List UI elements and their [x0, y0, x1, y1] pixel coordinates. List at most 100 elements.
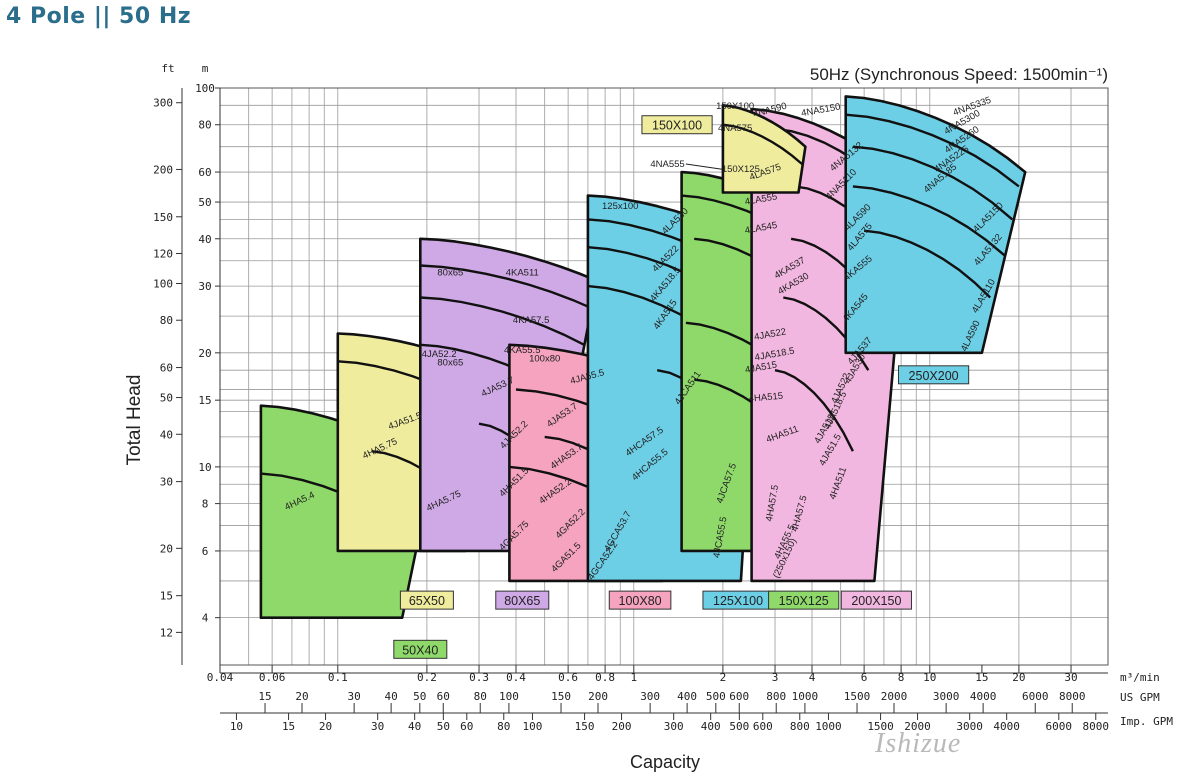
model-curve [774, 369, 854, 452]
size-box-label: 200X150 [851, 594, 901, 608]
imp-gpm-tick-label: 10 [230, 720, 243, 733]
us-gpm-tick-label: 6000 [1022, 690, 1049, 703]
y-tick-label-m: 100 [195, 82, 215, 95]
y-tick-label-ft: 100 [153, 278, 173, 291]
model-label: 150X125 [722, 164, 760, 175]
model-label: 125x100 [602, 201, 638, 212]
size-box-250X200 [897, 365, 970, 385]
size-box-200X150 [840, 590, 912, 610]
page-title: 4 Pole || 50 Hz [6, 4, 192, 29]
y-tick-label-m: 80 [198, 119, 211, 132]
x-tick-label: 0.1 [328, 671, 348, 684]
size-box-150X100 [641, 115, 713, 135]
imp-gpm-tick-label: 50 [437, 720, 450, 733]
us-gpm-tick-label: 600 [729, 690, 749, 703]
imp-gpm-tick-label: 8000 [1083, 720, 1110, 733]
model-curve [420, 296, 585, 346]
size-box-label: 125X100 [713, 594, 763, 608]
us-gpm-tick-label: 80 [474, 690, 487, 703]
us-gpm-tick-label: 20 [295, 690, 308, 703]
imp-gpm-tick-label: 600 [753, 720, 773, 733]
size-box-label: 65X50 [409, 594, 445, 608]
x-tick-label: 3 [772, 671, 779, 684]
us-gpm-tick-label: 400 [677, 690, 697, 703]
us-gpm-tick-label: 3000 [933, 690, 960, 703]
model-label: 4KA511 [506, 267, 539, 278]
watermark: Ishizue [875, 728, 962, 759]
y-tick-label-ft: 20 [160, 542, 173, 555]
m-unit-label: m [202, 62, 209, 75]
model-label: 4KA55.5 [504, 345, 540, 356]
size-box-label: 80X65 [504, 594, 540, 608]
us-gpm-tick-label: 800 [766, 690, 786, 703]
us-gpm-tick-label: 1000 [792, 690, 819, 703]
y-tick-label-ft: 120 [153, 247, 173, 260]
x-tick-label: 30 [1064, 671, 1077, 684]
imp-gpm-tick-label: 200 [612, 720, 632, 733]
y-axis-label: Total Head [124, 375, 145, 466]
x-tick-label: 20 [1012, 671, 1025, 684]
imp-gpm-tick-label: 500 [729, 720, 749, 733]
y-tick-label-ft: 300 [153, 97, 173, 110]
y-tick-label-ft: 150 [153, 211, 173, 224]
us-gpm-tick-label: 15 [258, 690, 271, 703]
us-gpm-tick-label: 4000 [970, 690, 997, 703]
model-curve [852, 145, 1014, 221]
model-curve [863, 229, 992, 299]
y-tick-label-ft: 15 [160, 590, 173, 603]
y-tick-label-ft: 200 [153, 163, 173, 176]
imp-gpm-unit-label: Imp. GPM [1120, 715, 1173, 728]
size-box-label: 150X100 [652, 119, 702, 133]
model-label: 150X100 [716, 101, 754, 112]
model-label: 4KA57.5 [513, 315, 549, 326]
y-tick-label-m: 8 [202, 498, 209, 511]
region-250X200 [844, 95, 1027, 355]
y-tick-label-m: 6 [202, 545, 209, 558]
imp-gpm-tick-label: 100 [523, 720, 543, 733]
coverage-regions: 50X40 65X50 80X65 100X80 125X100 150X125 200X1… [259, 95, 1027, 659]
us-gpm-tick-label: 150 [551, 690, 571, 703]
model-curve [722, 123, 803, 165]
imp-gpm-tick-label: 800 [790, 720, 810, 733]
model-label: 4HA515 [748, 391, 783, 405]
imp-gpm-tick-label: 1500 [867, 720, 894, 733]
size-box-65X50 [399, 590, 454, 610]
x-axis-label: Capacity [630, 752, 700, 772]
model-label: 4NA555 [650, 159, 684, 170]
model-label: 4JA52.2 [422, 349, 457, 360]
m3min-unit-label: m³/min [1120, 671, 1160, 684]
x-tick-label: 1 [630, 671, 637, 684]
imp-gpm-tick-label: 2000 [904, 720, 931, 733]
x-tick-label: 10 [923, 671, 936, 684]
model-curve [852, 185, 1007, 258]
y-tick-label-ft: 60 [160, 362, 173, 375]
size-box-100X80 [608, 590, 672, 610]
ft-unit-label: ft [161, 62, 174, 75]
x-tick-label: 0.8 [595, 671, 615, 684]
us-gpm-tick-label: 300 [640, 690, 660, 703]
us-gpm-tick-label: 2000 [881, 690, 908, 703]
chart-title: 50Hz (Synchronous Speed: 1500min⁻¹) [810, 65, 1108, 84]
model-label: 4NA5150 [800, 101, 841, 119]
y-tick-label-m: 50 [198, 196, 211, 209]
size-box-label: 100X80 [619, 594, 662, 608]
y-tick-label-m: 60 [198, 166, 211, 179]
imp-gpm-tick-label: 6000 [1046, 720, 1073, 733]
size-box-80X65 [495, 590, 550, 610]
x-tick-label: 4 [809, 671, 816, 684]
imp-gpm-tick-label: 150 [575, 720, 595, 733]
imp-gpm-tick-label: 30 [371, 720, 384, 733]
model-curve [845, 113, 1020, 188]
model-label: 4JA522 [753, 326, 787, 342]
x-tick-label: 0.3 [469, 671, 489, 684]
x-tick-label: 2 [720, 671, 727, 684]
y-tick-label-m: 4 [202, 612, 209, 625]
us-gpm-tick-label: 200 [588, 690, 608, 703]
size-box-label: 150X125 [779, 594, 829, 608]
model-label: 80x65 [437, 267, 463, 278]
model-label: 4NA575 [718, 123, 752, 134]
x-tick-label: 6 [861, 671, 868, 684]
x-tick-label: 8 [898, 671, 905, 684]
model-curve [420, 264, 596, 311]
us-gpm-tick-label: 500 [706, 690, 726, 703]
